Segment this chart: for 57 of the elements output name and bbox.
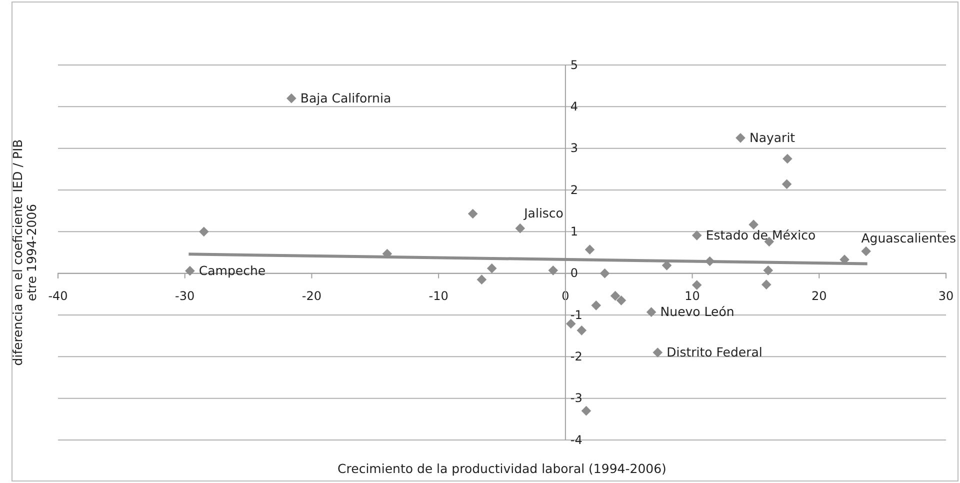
annotation: Baja California [300,90,392,106]
x-tick-label: 10 [684,288,700,303]
point [185,266,195,276]
annotation: Distrito Federal [666,344,762,360]
x-tick-label: -40 [48,288,68,303]
y-tick-label: -1 [570,308,582,322]
point [761,280,772,290]
annotation: Jalisco [523,205,564,220]
y-tick-label: 1 [570,224,578,239]
x-tick-label: -30 [175,288,195,303]
point [515,223,526,234]
point [692,280,702,290]
point [646,307,656,317]
point [286,93,296,104]
point [736,133,746,143]
point [591,300,602,310]
point [704,256,715,266]
y-tick-label: -4 [570,432,582,447]
y-tick-label: 4 [570,100,578,114]
point [382,248,392,259]
point [476,274,487,284]
point [748,220,758,230]
y-tick-label: 0 [570,266,578,280]
point [548,266,558,276]
x-tick-label: -20 [302,288,322,303]
y-tick-label: 5 [570,58,578,72]
x-tick-label: 30 [938,288,954,303]
point [566,318,576,329]
point [584,244,595,254]
point [782,179,792,190]
annotation: Nayarit [749,130,796,145]
x-tick-label: 20 [812,288,827,303]
point [486,263,497,274]
point [662,260,672,270]
point [576,326,587,336]
point [581,406,592,416]
point [763,266,774,276]
point [861,246,871,256]
point [600,268,610,278]
point [782,154,792,164]
y-tick-label: 3 [570,141,578,156]
y-tick-label: 2 [570,182,578,197]
point [616,296,626,306]
annotation: Campeche [198,262,266,278]
point [468,208,478,219]
y-axis-title: diferencia en el coeficiente IED / PIB etre 1994-2006 [10,139,39,366]
point [652,348,663,358]
y-tick-label: -2 [570,350,582,364]
annotation: Nuevo León [660,304,734,320]
point [610,290,620,301]
point [198,226,209,237]
annotation: Aguascalientes [861,230,956,246]
x-axis-title: Crecimiento de la productividad laboral (1994-2006) [338,461,666,476]
point [692,230,702,240]
y-tick-label: -3 [570,391,582,406]
annotation: Estado de México [706,227,816,242]
x-tick-label: -10 [428,288,448,303]
